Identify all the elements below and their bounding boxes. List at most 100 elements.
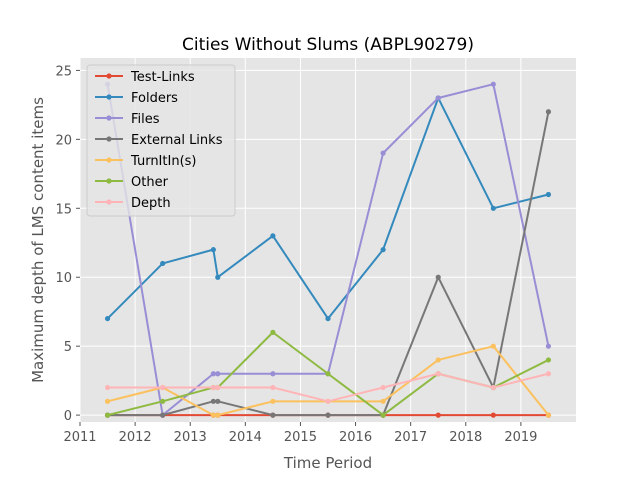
data-point-files [490, 81, 496, 87]
y-tick-label: 0 [64, 409, 72, 424]
x-tick-label: 2019 [504, 430, 537, 445]
data-point-other [380, 412, 386, 418]
legend: Test-Links Folders Files External Links Turn… [86, 64, 236, 217]
data-point-turnitin-s [545, 412, 552, 418]
data-point-depth [160, 384, 166, 391]
series-line-depth [107, 372, 549, 403]
y-axis-label: Maximum depth of LMS content items [29, 97, 47, 383]
data-point-turnitin-s [270, 398, 276, 404]
x-tick-label: 2011 [63, 430, 96, 445]
legend-label: TurnItIn(s) [130, 154, 196, 169]
data-point-folders [160, 260, 166, 267]
data-point-folders [270, 233, 276, 239]
data-point-other [160, 398, 166, 404]
data-point-external-links [210, 398, 216, 404]
data-point-depth [435, 371, 441, 377]
legend-swatch-marker [106, 73, 112, 79]
data-point-other [270, 329, 276, 335]
data-point-turnitin-s [210, 412, 216, 418]
data-point-other [325, 371, 331, 377]
data-point-files [210, 371, 216, 377]
data-point-depth [104, 384, 111, 391]
data-point-folders [215, 274, 221, 280]
data-point-turnitin-s [215, 412, 221, 418]
data-point-turnitin-s [490, 343, 496, 349]
legend-entry: Depth [95, 196, 171, 211]
legend-entry: Files [95, 112, 160, 127]
axes: 2011 2012 2013 2014 2015 2016 2017 2018 20190510… [55, 64, 537, 445]
series-turnitin-s [104, 343, 552, 418]
series-folders [104, 95, 552, 322]
legend-swatch-marker [106, 115, 112, 121]
data-point-folders [545, 191, 552, 198]
legend-label: Other [131, 175, 169, 190]
data-point-folders [210, 247, 216, 253]
data-point-depth [270, 384, 276, 391]
series-line-folders [106, 96, 549, 320]
legend-box [86, 64, 236, 217]
data-point-turnitin-s [435, 357, 441, 363]
data-point-turnitin-s [380, 398, 386, 404]
legend-label: Folders [131, 91, 178, 106]
legend-entry: Other [95, 175, 169, 190]
legend-swatch-marker [106, 94, 112, 100]
data-point-external-links [160, 412, 166, 418]
data-point-depth [380, 384, 386, 391]
data-point-external-links [270, 412, 276, 418]
data-point-files [270, 371, 276, 377]
legend-swatch-marker [106, 157, 112, 163]
x-tick-label: 2016 [339, 430, 372, 445]
data-point-external-links [545, 109, 552, 115]
series-layer [104, 81, 552, 418]
x-tick-label: 2014 [229, 430, 262, 445]
series-line-turnitin-s [107, 345, 550, 417]
data-point-files [545, 343, 552, 349]
legend-label: Test-Links [130, 70, 195, 85]
data-point-folders [104, 315, 111, 322]
data-point-depth [545, 371, 552, 377]
legend-swatch-marker [106, 199, 112, 205]
y-tick-label: 5 [64, 340, 72, 355]
data-point-test-links [490, 412, 496, 418]
legend-swatch-marker [106, 178, 112, 184]
data-point-folders [325, 315, 331, 322]
data-point-folders [380, 247, 386, 253]
y-tick-label: 10 [55, 271, 72, 286]
x-tick-label: 2017 [394, 430, 427, 445]
y-tick-label: 15 [55, 202, 72, 217]
data-point-other [104, 412, 111, 418]
data-point-files [380, 150, 386, 156]
data-point-other [545, 357, 552, 363]
data-point-files [215, 371, 221, 377]
data-point-depth [490, 384, 496, 391]
data-point-depth [210, 384, 216, 391]
y-tick-label: 25 [55, 64, 72, 79]
data-point-external-links [215, 398, 221, 404]
data-point-external-links [325, 412, 331, 418]
legend-entry: Test-Links [95, 70, 195, 85]
chart-title: Cities Without Slums (ABPL90279) [182, 35, 474, 55]
x-tick-label: 2013 [174, 430, 207, 445]
data-point-folders [490, 205, 496, 211]
x-tick-label: 2018 [449, 430, 482, 445]
x-tick-label: 2015 [284, 430, 317, 445]
series-line-external-links [107, 111, 550, 417]
x-tick-label: 2012 [119, 430, 152, 445]
legend-label: Files [131, 112, 160, 127]
data-point-test-links [435, 412, 441, 418]
series-depth [104, 371, 552, 404]
data-point-depth [325, 398, 331, 404]
legend-entry: TurnItIn(s) [95, 154, 196, 169]
y-tick-label: 20 [55, 133, 72, 148]
legend-label: External Links [131, 133, 223, 148]
data-point-files [435, 95, 441, 101]
data-point-external-links [435, 274, 441, 280]
legend-entry: Folders [95, 91, 178, 106]
legend-swatch-marker [106, 136, 112, 142]
data-point-turnitin-s [104, 398, 111, 404]
data-point-depth [215, 384, 221, 391]
legend-label: Depth [131, 196, 171, 211]
legend-entry: External Links [95, 133, 223, 148]
x-axis-label: Time Period [283, 454, 372, 472]
